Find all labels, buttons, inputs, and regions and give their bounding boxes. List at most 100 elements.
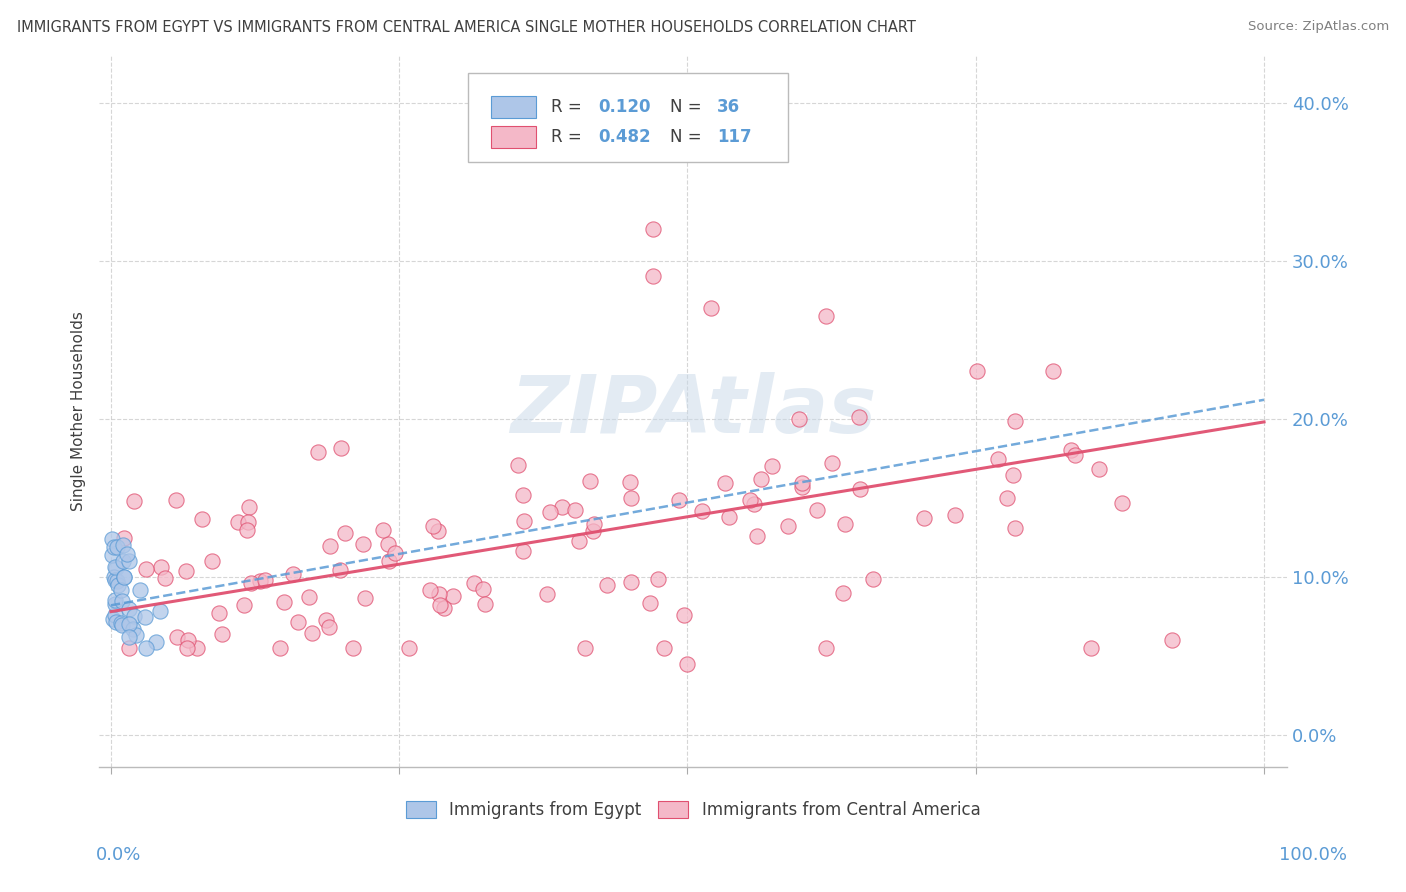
Point [104,592,127,607]
Point [107,578,129,592]
Text: R =: R = [551,98,586,116]
Point [564,503,586,517]
Point [806,503,828,517]
Point [620,491,643,505]
Point [1160,633,1182,648]
Point [1064,448,1087,462]
Point [441,589,464,603]
Point [647,572,669,586]
Point [150,560,173,574]
Point [135,561,157,575]
Point [226,515,249,529]
Point [101,533,124,547]
Point [329,441,352,455]
Point [378,553,401,567]
Point [1004,520,1026,534]
Point [471,582,494,596]
Point [717,510,740,524]
Point [298,590,321,604]
Point [165,493,187,508]
Point [814,309,837,323]
Point [821,456,844,470]
Point [1111,496,1133,510]
Text: 0.0%: 0.0% [96,846,141,863]
Point [191,512,214,526]
Point [1060,443,1083,458]
Point [742,497,765,511]
Point [699,301,721,315]
Point [943,508,966,522]
Point [474,597,496,611]
Point [384,546,406,560]
Point [1088,462,1111,476]
Point [398,640,420,655]
Point [174,564,197,578]
Point [128,582,150,597]
Point [427,587,450,601]
Point [273,595,295,609]
Point [354,591,377,605]
Text: IMMIGRANTS FROM EGYPT VS IMMIGRANTS FROM CENTRAL AMERICA SINGLE MOTHER HOUSEHOLD: IMMIGRANTS FROM EGYPT VS IMMIGRANTS FROM… [17,20,915,35]
Point [122,622,145,636]
Point [676,657,699,671]
Point [987,451,1010,466]
Point [125,628,148,642]
Point [269,640,291,655]
Point [620,574,643,589]
Point [118,601,141,615]
Point [751,472,773,486]
Point [776,519,799,533]
Point [105,574,128,588]
Point [377,537,399,551]
Point [233,599,256,613]
Point [104,608,127,623]
Point [118,631,141,645]
Point [463,576,485,591]
Point [1042,364,1064,378]
Point [579,474,602,488]
Point [995,491,1018,505]
Point [287,615,309,630]
Point [582,524,605,538]
Point [1002,468,1025,483]
Point [176,640,198,655]
Point [118,640,141,655]
Point [112,538,135,552]
Point [641,269,664,284]
Point [122,493,145,508]
Point [211,626,233,640]
Text: Source: ZipAtlas.com: Source: ZipAtlas.com [1249,20,1389,33]
Point [281,567,304,582]
Point [319,539,342,553]
Point [134,610,156,624]
Point [101,612,124,626]
Text: N =: N = [669,98,706,116]
Point [342,640,364,655]
Point [690,504,713,518]
Point [208,606,231,620]
Point [111,617,134,632]
Point [538,505,561,519]
Point [101,548,124,562]
Point [789,412,811,426]
Point [638,596,661,610]
Point [104,615,127,629]
Point [792,475,814,490]
Point [110,582,132,597]
Text: N =: N = [669,128,706,146]
Point [1004,414,1026,428]
Point [422,519,444,533]
Text: 0.120: 0.120 [598,98,651,116]
Point [315,613,337,627]
Point [832,586,855,600]
Point [536,586,558,600]
FancyBboxPatch shape [468,73,789,161]
Point [740,493,762,508]
Point [118,617,141,632]
Text: 36: 36 [717,98,740,116]
Point [714,476,737,491]
Point [550,500,572,515]
Point [135,641,157,656]
Point [427,524,450,538]
Point [201,553,224,567]
